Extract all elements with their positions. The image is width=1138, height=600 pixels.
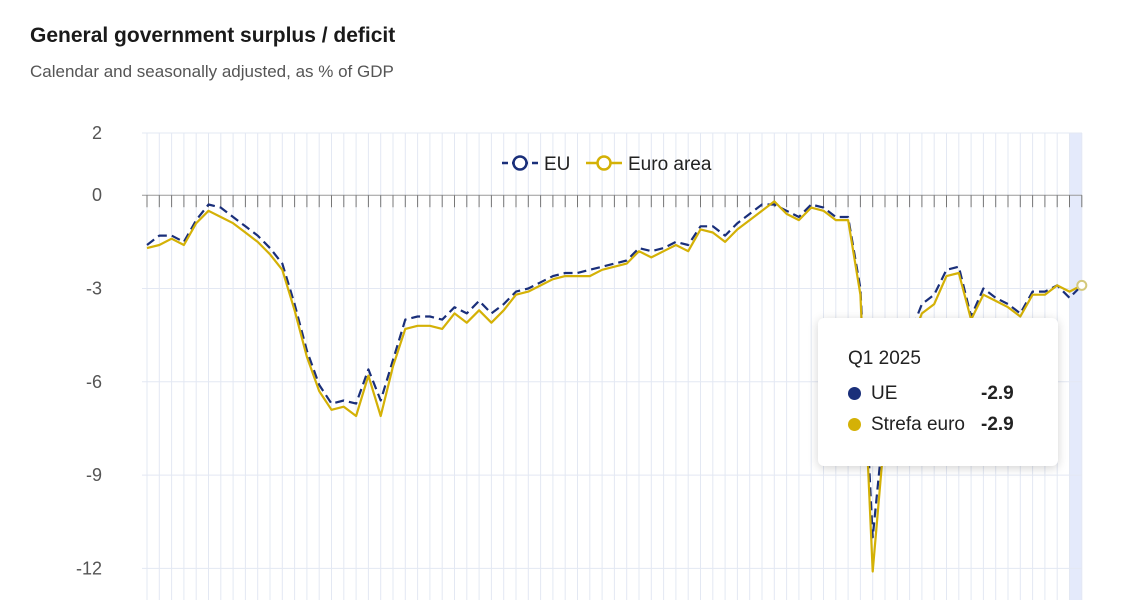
- euro-area-series-line: [146, 200, 1083, 573]
- hover-point-marker: [1076, 279, 1088, 291]
- tooltip-row-eu: UE -2.9: [848, 378, 1058, 409]
- y-tick-label: -3: [86, 279, 102, 299]
- tooltip-row-value: -2.9: [981, 382, 1014, 404]
- tooltip-row-name: UE: [871, 382, 898, 404]
- tooltip-row-value: -2.9: [981, 413, 1014, 435]
- euro-area-series-dot-icon: [848, 418, 861, 431]
- legend-marker-icon: [596, 155, 612, 171]
- eu-series-line: [146, 203, 1083, 539]
- y-tick-label: 0: [92, 185, 102, 205]
- y-tick-label: 2: [92, 123, 102, 143]
- legend-item-eu: EU: [502, 154, 570, 175]
- chart-tooltip: Q1 2025 UE -2.9 Strefa euro -2.9: [818, 318, 1058, 466]
- legend-item-euro-area: Euro area: [586, 154, 712, 175]
- tooltip-row-euro-area: Strefa euro -2.9: [848, 409, 1058, 440]
- legend-label: EU: [544, 154, 570, 175]
- y-tick-label: -6: [86, 372, 102, 392]
- y-tick-label: -12: [76, 558, 102, 578]
- hover-band: [1070, 133, 1082, 600]
- legend-label: Euro area: [628, 154, 712, 175]
- legend-marker-icon: [512, 155, 528, 171]
- chart-legend[interactable]: EU Euro area: [502, 154, 712, 175]
- tooltip-row-name: Strefa euro: [871, 413, 965, 435]
- y-axis: 2 0 -3 -6 -9 -12: [76, 123, 102, 578]
- chart-title: General government surplus / deficit: [30, 24, 396, 47]
- chart-subtitle: Calendar and seasonally adjusted, as % o…: [30, 62, 394, 81]
- tooltip-period: Q1 2025: [848, 348, 921, 369]
- y-tick-label: -9: [86, 465, 102, 485]
- chart-lines: [146, 200, 1088, 573]
- eu-series-dot-icon: [848, 387, 861, 400]
